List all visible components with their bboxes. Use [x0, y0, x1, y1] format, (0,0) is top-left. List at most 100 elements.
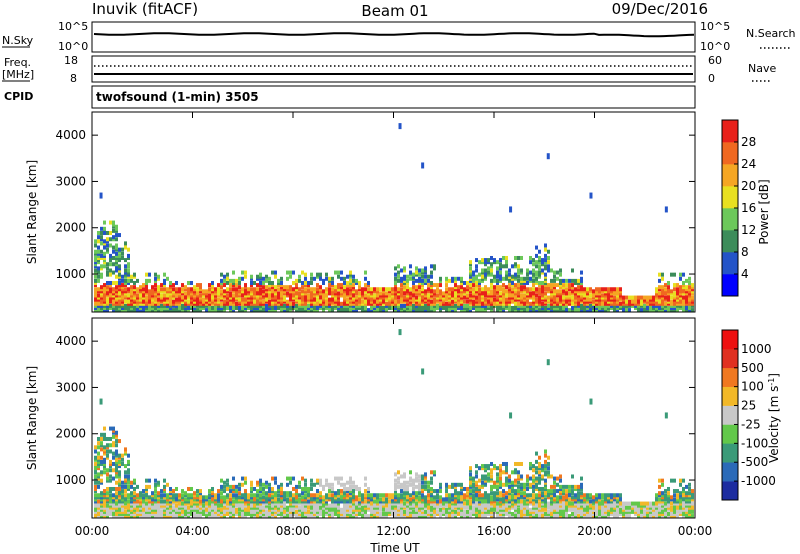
velocity-cell [364, 482, 367, 487]
power-cell [580, 278, 583, 283]
power-cell [688, 285, 691, 290]
power-cell [400, 291, 403, 296]
velocity-cell [565, 514, 568, 519]
power-cell [664, 291, 667, 296]
power-cell [415, 301, 418, 306]
velocity-cell [520, 499, 523, 504]
velocity-cell [154, 478, 157, 483]
velocity-cell [133, 509, 136, 514]
power-cell [139, 301, 142, 306]
power-cell [241, 305, 244, 310]
colorbar-segment [722, 274, 738, 297]
power-cell [157, 293, 160, 298]
power-cell [133, 289, 136, 294]
power-cell [634, 297, 637, 302]
velocity-cell [118, 482, 121, 487]
velocity-cell [223, 514, 226, 519]
power-cell [175, 297, 178, 302]
power-cell [448, 295, 451, 300]
power-cell [130, 293, 133, 298]
power-cell [532, 262, 535, 267]
velocity-cell [280, 509, 283, 514]
velocity-cell [484, 468, 487, 473]
velocity-cell [430, 491, 433, 496]
power-cell [373, 297, 376, 302]
power-cell [421, 291, 424, 296]
power-cell [475, 268, 478, 273]
power-cell [307, 287, 310, 292]
power-cell [418, 276, 421, 281]
velocity-cell [508, 503, 511, 508]
velocity-cell [484, 478, 487, 483]
velocity-cell [442, 511, 445, 516]
power-cell [337, 301, 340, 306]
cpid-panel-frame [91, 85, 696, 109]
power-cell [409, 287, 412, 292]
velocity-cell [517, 497, 520, 502]
power-cell [94, 260, 97, 265]
power-cell [352, 308, 355, 313]
power-cell [679, 299, 682, 304]
power-cell [658, 285, 661, 290]
power-cell [421, 280, 424, 285]
power-cell [100, 235, 103, 240]
velocity-cell [349, 497, 352, 502]
power-cell [229, 308, 232, 313]
velocity-cell [172, 501, 175, 506]
velocity-cell [100, 514, 103, 519]
velocity-cell [556, 505, 559, 510]
velocity-cell [118, 489, 121, 494]
power-cell [538, 255, 541, 260]
power-cell [493, 291, 496, 296]
velocity-cell [199, 511, 202, 516]
power-cell [607, 297, 610, 302]
power-cell [295, 278, 298, 283]
power-cell [325, 297, 328, 302]
power-cell [469, 272, 472, 277]
power-cell [616, 301, 619, 306]
power-cell [397, 301, 400, 306]
power-cell [487, 293, 490, 298]
velocity-cell [109, 468, 112, 473]
power-cell [574, 301, 577, 306]
velocity-cell [118, 505, 121, 510]
power-cell [253, 287, 256, 292]
velocity-cell [247, 509, 250, 514]
power-cell [268, 293, 271, 298]
power-cell [691, 301, 694, 306]
power-cell [586, 308, 589, 313]
velocity-cell [538, 466, 541, 471]
velocity-cell [205, 514, 208, 519]
power-cell [313, 276, 316, 281]
velocity-cell [346, 495, 349, 500]
velocity-cell [115, 493, 118, 498]
velocity-cell [412, 486, 415, 491]
velocity-cell [391, 495, 394, 500]
velocity-cell [466, 486, 469, 491]
power-cell [148, 293, 151, 298]
velocity-cell [532, 501, 535, 506]
velocity-cell [520, 501, 523, 506]
velocity-cell [346, 507, 349, 512]
velocity-cell [406, 493, 409, 498]
power-cell [583, 289, 586, 294]
velocity-cell [100, 507, 103, 512]
power-cell [331, 295, 334, 300]
velocity-cell [421, 476, 424, 481]
power-cell [346, 303, 349, 308]
power-cell [361, 301, 364, 306]
velocity-cell [307, 491, 310, 496]
power-cell [451, 308, 454, 313]
velocity-cell [325, 499, 328, 504]
velocity-cell [256, 499, 259, 504]
velocity-cell [454, 511, 457, 516]
power-cell [313, 289, 316, 294]
velocity-cell [280, 514, 283, 519]
velocity-cell [106, 468, 109, 473]
power-cell [160, 283, 163, 288]
power-cell [178, 301, 181, 306]
power-cell [268, 283, 271, 288]
velocity-cell [235, 507, 238, 512]
power-cell [331, 299, 334, 304]
velocity-cell [445, 484, 448, 489]
